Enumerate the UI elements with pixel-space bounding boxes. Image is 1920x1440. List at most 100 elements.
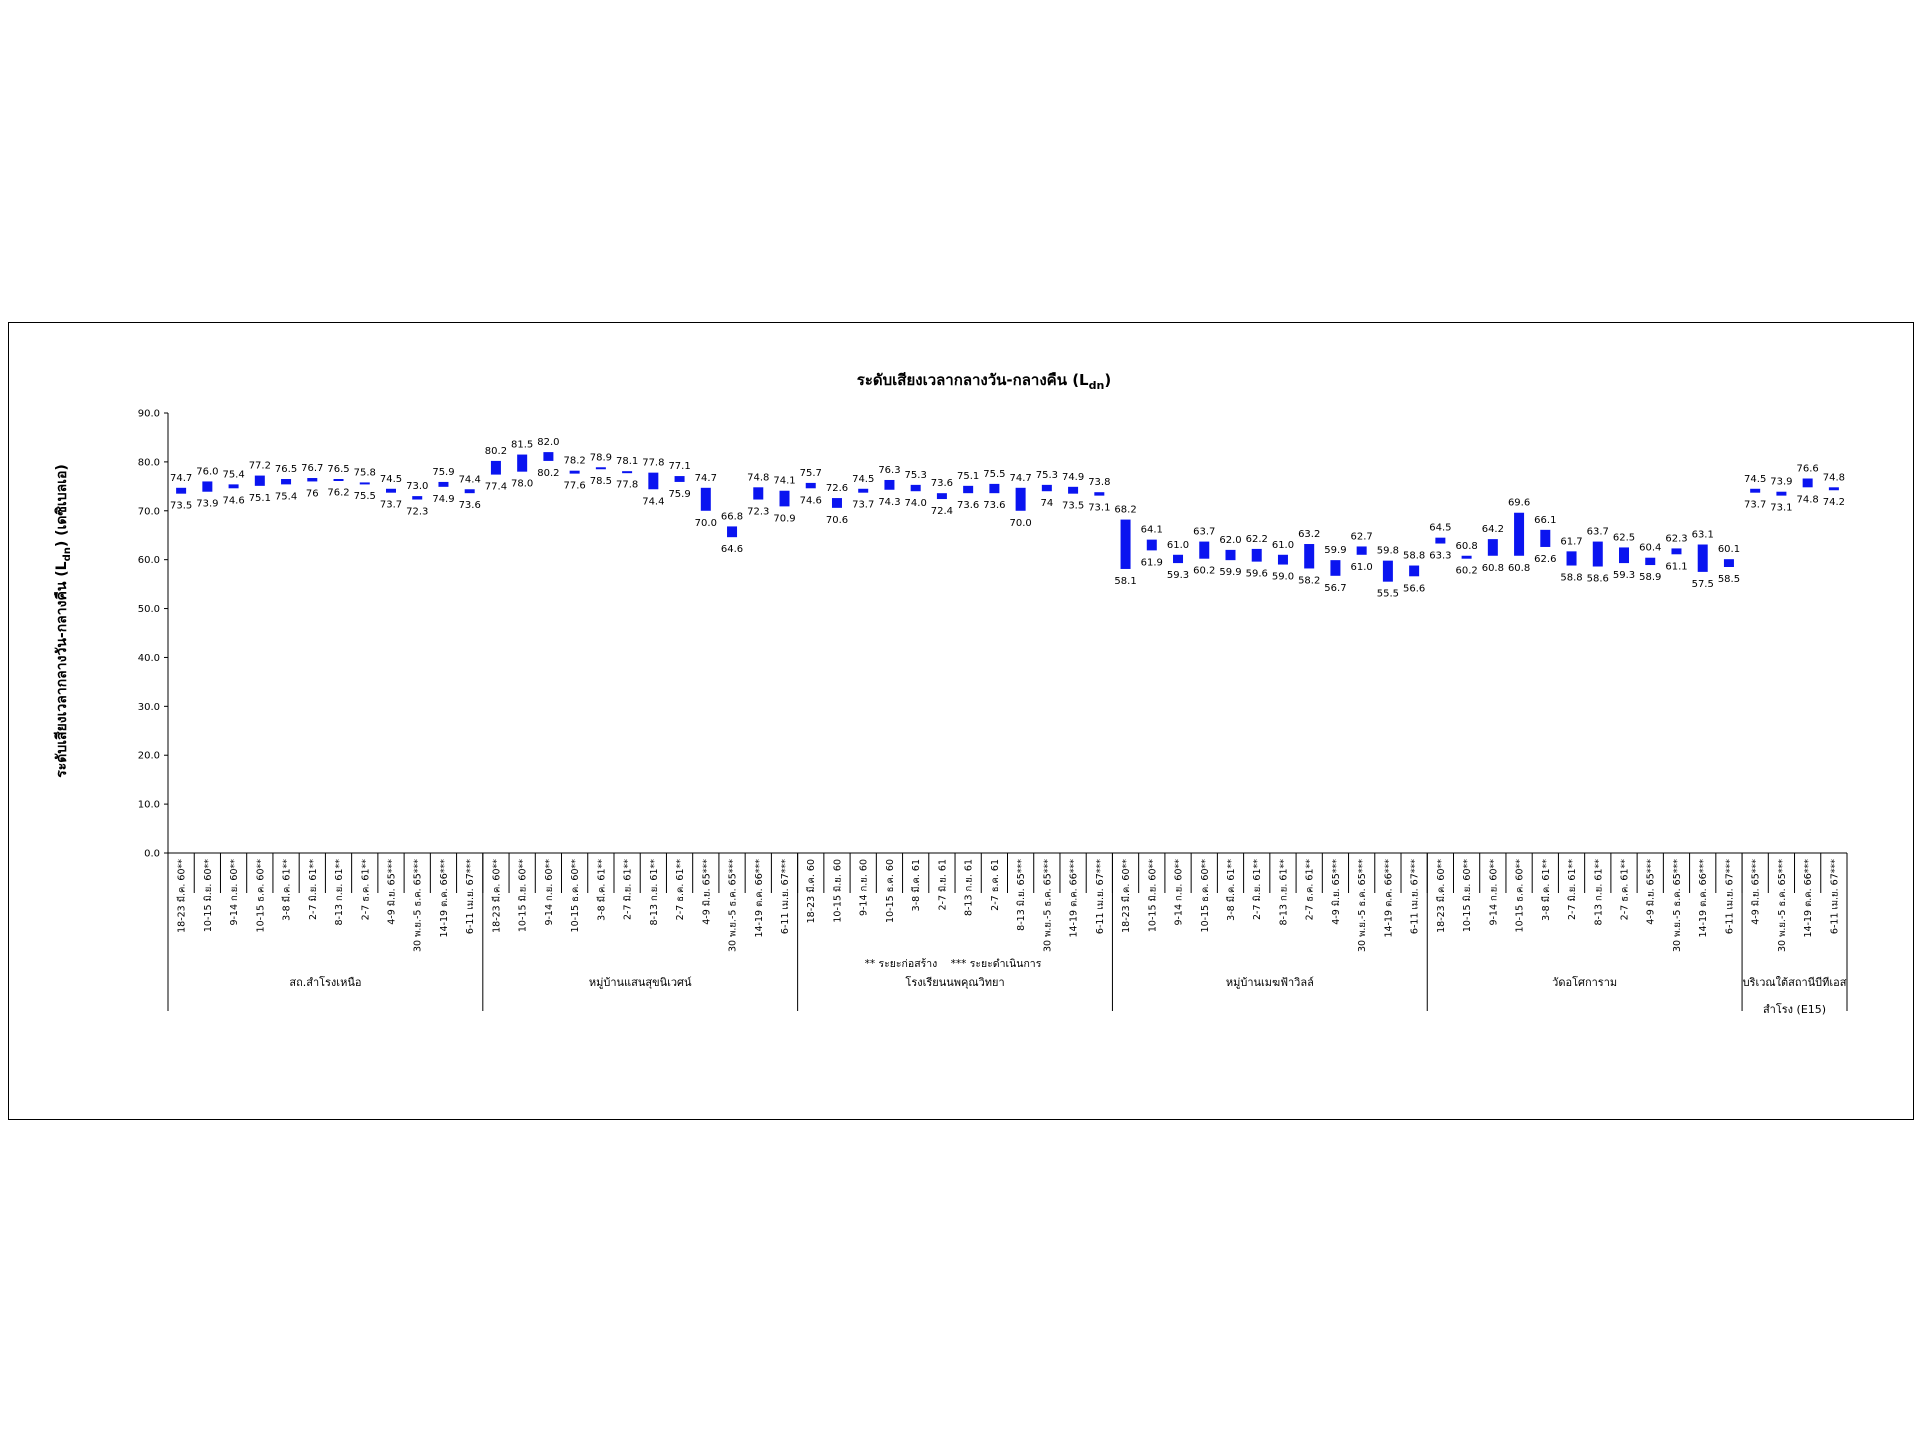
x-category-label: 30 พ.ย.-5 ธ.ค. 65*** <box>1042 859 1053 952</box>
y-tick-label: 10.0 <box>138 800 160 811</box>
data-label-low: 59.0 <box>1272 572 1294 583</box>
x-category-label: 10-15 มิ.ย. 60** <box>518 859 529 932</box>
data-label-low: 59.3 <box>1613 570 1635 581</box>
data-label-high: 81.5 <box>511 440 533 451</box>
data-label-high: 76.7 <box>301 463 323 474</box>
data-label-low: 74.6 <box>222 495 244 506</box>
data-label-high: 62.7 <box>1351 531 1373 542</box>
x-category-label: 10-15 มิ.ย. 60 <box>832 859 843 923</box>
y-axis-label: ระดับเสียงเวลากลางวัน-กลางคืน (Ldn) (เดซ… <box>54 464 73 778</box>
group-label: โรงเรียนนพคุณวิทยา <box>905 975 1004 989</box>
range-bar <box>517 454 528 472</box>
data-label-high: 73.9 <box>1770 477 1792 488</box>
range-bar <box>1173 554 1184 564</box>
data-label-low: 73.5 <box>170 501 192 512</box>
data-label-low: 74.9 <box>432 494 454 505</box>
data-label-low: 73.7 <box>1744 500 1766 511</box>
x-category-label: 6-11 เม.ย. 67*** <box>780 859 791 934</box>
x-category-label: 9-14 ก.ย. 60 <box>859 859 870 916</box>
data-label-low: 59.6 <box>1246 569 1268 580</box>
x-category-label: 10-15 ธ.ค. 60** <box>1515 859 1526 933</box>
x-category-label: 2-7 ธ.ค. 61** <box>1305 859 1316 921</box>
x-category-label: 2-7 ธ.ค. 61** <box>675 859 686 921</box>
data-label-low: 70.9 <box>773 513 795 524</box>
x-category-label: 8-13 ก.ย. 61** <box>334 859 345 926</box>
range-bar <box>884 479 895 490</box>
group-label: หมู่บ้านเมฆฟ้าวิลล์ <box>1226 976 1314 989</box>
range-bar <box>202 481 213 492</box>
x-category-label: 6-11 เม.ย. 67*** <box>1095 859 1106 934</box>
x-category-label: 10-15 มิ.ย. 60** <box>203 859 214 932</box>
data-labels-layer: 74.7 73.5 76.0 73.9 75.4 74.6 77.2 75.1 76.5 75.4… <box>170 437 1845 600</box>
data-label-low: 77.4 <box>485 482 507 493</box>
data-label-low: 73.7 <box>852 500 874 511</box>
data-label-low: 72.4 <box>931 506 953 517</box>
x-category-label: 18-23 มี.ค. 60** <box>490 859 502 933</box>
data-label-low: 58.8 <box>1560 573 1582 584</box>
x-category-label: 14-19 ต.ค. 66*** <box>1069 859 1080 938</box>
y-tick-label: 50.0 <box>138 604 160 615</box>
y-axis-label-end: ) (เดซิเบลเอ) <box>54 464 70 547</box>
data-label-high: 59.8 <box>1377 546 1399 557</box>
x-category-label: 9-14 ก.ย. 60** <box>229 859 240 926</box>
data-label-low: 73.5 <box>1062 501 1084 512</box>
data-label-high: 66.1 <box>1534 515 1556 526</box>
data-label-high: 66.8 <box>721 511 743 522</box>
data-label-low: 55.5 <box>1377 589 1399 600</box>
range-bar <box>1356 546 1367 555</box>
data-label-low: 56.7 <box>1324 583 1346 594</box>
group-label-line2: สำโรง (E15) <box>1763 1002 1826 1016</box>
x-category-label: 3-8 มี.ค. 61 <box>910 859 922 911</box>
range-bar <box>543 452 554 461</box>
range-bar <box>1041 484 1052 492</box>
x-category-label: 2-7 มิ.ย. 61** <box>623 859 634 920</box>
range-bar <box>674 476 685 482</box>
x-category-label: 30 พ.ย.-5 ธ.ค. 65*** <box>1672 859 1683 952</box>
data-label-high: 75.9 <box>432 467 454 478</box>
chart-title-main: ระดับเสียงเวลากลางวัน-กลางคืน (L <box>857 371 1089 389</box>
x-category-label: 18-23 มี.ค. 60** <box>1435 859 1447 933</box>
data-label-low: 75.1 <box>249 493 271 504</box>
y-tick-label: 40.0 <box>138 653 160 664</box>
range-bar <box>1277 554 1288 565</box>
range-bar <box>569 470 580 474</box>
x-category-label: 8-13 ก.ย. 61** <box>649 859 660 926</box>
y-tick-label: 60.0 <box>138 555 160 566</box>
data-label-low: 74.8 <box>1797 494 1819 505</box>
data-label-high: 77.1 <box>668 461 690 472</box>
data-label-low: 73.9 <box>196 499 218 510</box>
x-category-label: 3-8 มี.ค. 61** <box>595 859 607 921</box>
data-label-high: 74.7 <box>1009 473 1031 484</box>
data-label-low: 72.3 <box>747 507 769 518</box>
data-label-high: 62.0 <box>1219 535 1241 546</box>
range-bar <box>1750 488 1761 493</box>
data-label-high: 63.2 <box>1298 529 1320 540</box>
data-label-high: 64.1 <box>1141 525 1163 536</box>
data-label-high: 68.2 <box>1114 505 1136 516</box>
data-label-low: 74.4 <box>642 496 664 507</box>
data-label-high: 76.6 <box>1797 464 1819 475</box>
range-bar <box>1251 548 1262 562</box>
range-bar <box>1514 512 1525 556</box>
data-label-low: 63.3 <box>1429 551 1451 562</box>
range-bar <box>333 479 344 481</box>
data-label-high: 64.2 <box>1482 524 1504 535</box>
data-label-high: 78.2 <box>564 456 586 467</box>
x-category-label: 8-13 ก.ย. 61** <box>1593 859 1604 926</box>
data-label-high: 61.7 <box>1560 536 1582 547</box>
range-bar <box>359 482 370 485</box>
data-label-low: 74.2 <box>1823 497 1845 508</box>
x-category-label: 8-13 ก.ย. 61** <box>1278 859 1289 926</box>
x-category-label: 2-7 มิ.ย. 61** <box>308 859 319 920</box>
data-label-high: 82.0 <box>537 437 559 448</box>
data-label-low: 58.9 <box>1639 572 1661 583</box>
data-label-high: 73.6 <box>931 478 953 489</box>
data-label-high: 75.7 <box>800 468 822 479</box>
data-label-high: 78.1 <box>616 456 638 467</box>
x-category-label: 2-7 ธ.ค. 61** <box>1620 859 1631 921</box>
data-label-high: 74.8 <box>747 472 769 483</box>
x-category-label: 6-11 เม.ย. 67*** <box>1724 859 1735 934</box>
x-category-label: 8-13 มิ.ย. 65*** <box>1016 859 1027 931</box>
data-label-high: 77.2 <box>249 461 271 472</box>
range-bar <box>464 489 475 494</box>
